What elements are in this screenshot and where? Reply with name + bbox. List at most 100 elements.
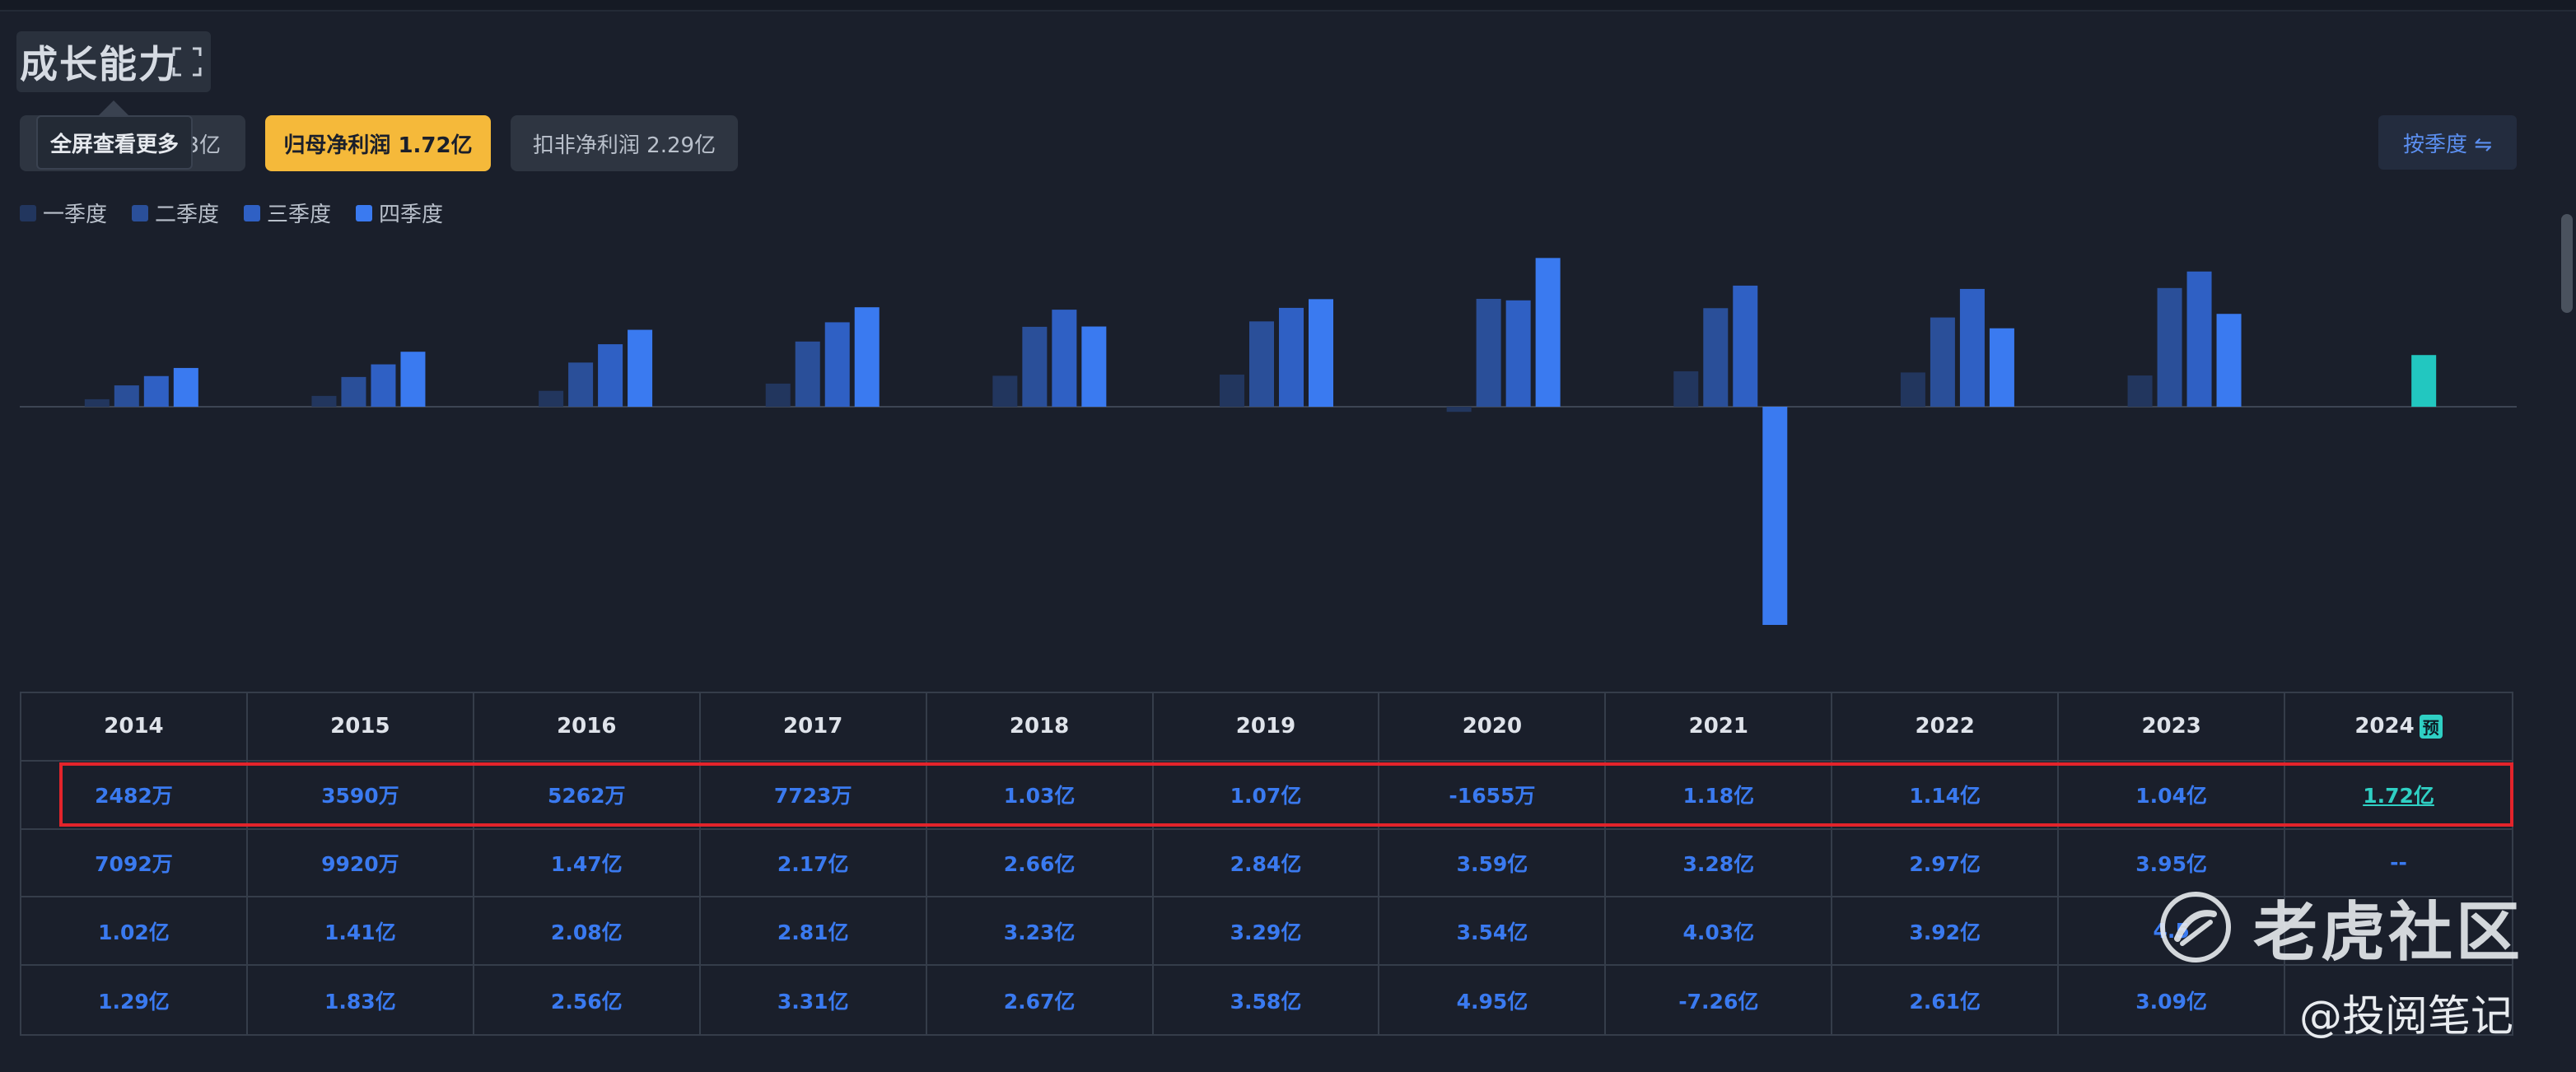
table-header-year: 2024 预	[2285, 693, 2512, 762]
table-cell: 2.56亿	[474, 966, 701, 1034]
legend-item-q3[interactable]: 三季度	[244, 198, 331, 228]
bar-2019-q2[interactable]	[1249, 321, 1274, 407]
bar-2022-q4[interactable]	[1989, 328, 2014, 407]
table-cell: 3.28亿	[1606, 829, 1833, 898]
bar-2021-q4[interactable]	[1762, 407, 1788, 625]
bar-2018-q2[interactable]	[1022, 326, 1048, 407]
table-header-year: 2021	[1606, 693, 1833, 762]
table-cell: 2.97亿	[1832, 829, 2060, 898]
header-year-label: 2022	[1915, 714, 1975, 739]
bar-2014-q2[interactable]	[114, 385, 139, 407]
bar-2015-q3[interactable]	[371, 364, 396, 407]
bar-2022-q1[interactable]	[1900, 372, 1925, 407]
watermark: 老虎社区	[2158, 881, 2523, 973]
table-cell: 9920万	[247, 829, 474, 898]
bar-2014-q3[interactable]	[143, 375, 169, 407]
table-cell: 2.67亿	[927, 966, 1154, 1034]
bar-2021-q3[interactable]	[1733, 285, 1758, 407]
table-header-year: 2015	[247, 693, 474, 762]
forecast-badge: 预	[2419, 714, 2443, 739]
bar-2021-q2[interactable]	[1703, 308, 1729, 407]
legend-label-q3: 三季度	[267, 203, 332, 227]
chart-legend: 一季度 二季度 三季度 四季度	[20, 198, 443, 228]
bar-2016-q3[interactable]	[598, 344, 623, 407]
watermark-brand: 老虎社区	[2253, 896, 2524, 970]
bar-2023-q3[interactable]	[2186, 271, 2212, 407]
bar-2017-q1[interactable]	[765, 383, 791, 407]
table-cell[interactable]: 1.72亿	[2285, 762, 2512, 830]
header-year-label: 2020	[1462, 714, 1523, 739]
bar-2014-q1[interactable]	[84, 399, 110, 407]
scrollbar-thumb[interactable]	[2561, 214, 2573, 313]
bar-2019-q1[interactable]	[1220, 374, 1244, 407]
table-cell: 1.04亿	[2059, 761, 2286, 830]
by-quarter-button[interactable]: 按季度 ⇋	[2378, 115, 2517, 170]
bar-2017-q4[interactable]	[854, 307, 880, 407]
legend-swatch-q1	[20, 204, 36, 221]
bar-2020-q2[interactable]	[1476, 298, 1501, 407]
bar-2018-q1[interactable]	[992, 375, 1018, 407]
table-cell: 3.58亿	[1154, 966, 1380, 1034]
header-year-label: 2018	[1009, 714, 1070, 739]
fullscreen-icon[interactable]	[171, 46, 203, 77]
header-year-label: 2017	[782, 714, 843, 739]
table-cell: 7723万	[700, 761, 927, 830]
legend-item-q2[interactable]: 二季度	[132, 198, 219, 228]
legend-item-q1[interactable]: 一季度	[20, 198, 107, 228]
table-cell: 3.29亿	[1153, 897, 1380, 967]
tab-net-profit[interactable]: 归母净利润 1.72亿	[265, 115, 491, 171]
legend-item-q4[interactable]: 四季度	[356, 198, 443, 228]
top-border	[0, 0, 2576, 12]
table-cell: 3590万	[247, 761, 474, 830]
bar-2015-q4[interactable]	[400, 352, 426, 407]
table-cell: 7092万	[21, 829, 248, 898]
header-year-label: 2015	[330, 714, 390, 739]
table-cell: 2.17亿	[700, 829, 927, 898]
section-title-box: 成长能力	[16, 31, 211, 92]
bar-2015-q2[interactable]	[341, 376, 366, 407]
legend-label-q4: 四季度	[379, 203, 444, 227]
bar-2018-q4[interactable]	[1081, 326, 1107, 407]
bar-2018-q3[interactable]	[1052, 310, 1077, 407]
tiger-logo-icon	[2160, 892, 2231, 962]
table-header-year: 2023	[2059, 693, 2286, 762]
bar-2020-q4[interactable]	[1535, 258, 1561, 407]
table-header-year: 2020	[1379, 693, 1607, 762]
table-cell: 1.18亿	[1606, 761, 1833, 830]
bar-2024-q1[interactable]	[2411, 355, 2437, 407]
bar-2023-q2[interactable]	[2157, 287, 2182, 407]
bar-2016-q4[interactable]	[628, 329, 653, 407]
bar-2023-q1[interactable]	[2127, 375, 2153, 407]
bar-2020-q3[interactable]	[1505, 300, 1531, 407]
bar-2023-q4[interactable]	[2216, 314, 2242, 407]
bar-2016-q2[interactable]	[568, 362, 594, 407]
table-cell: 2.84亿	[1153, 829, 1380, 898]
table-cell: 1.07亿	[1153, 761, 1380, 830]
table-header-year: 2017	[700, 693, 927, 762]
bar-2021-q1[interactable]	[1673, 371, 1699, 407]
table-cell: 1.02亿	[21, 897, 248, 967]
tab-net-profit-label: 归母净利润 1.72亿	[283, 133, 473, 158]
legend-swatch-q4	[356, 204, 373, 221]
bar-2017-q2[interactable]	[795, 341, 820, 407]
bar-2019-q4[interactable]	[1309, 299, 1333, 407]
bar-2020-q1[interactable]	[1446, 407, 1472, 412]
bar-2022-q2[interactable]	[1930, 317, 1955, 407]
header-year-label: 2024	[2354, 714, 2415, 739]
table-cell: 3.54亿	[1379, 897, 1607, 967]
bar-2019-q3[interactable]	[1279, 307, 1304, 407]
table-cell: 3.95亿	[2059, 829, 2286, 898]
table-cell: -1655万	[1379, 761, 1607, 830]
table-header-year: 2022	[1832, 693, 2060, 762]
table-cell	[2285, 897, 2512, 967]
bar-2022-q3[interactable]	[1959, 288, 1985, 407]
table-cell: -7.26亿	[1606, 966, 1833, 1034]
table-cell: 3.59亿	[1379, 829, 1607, 898]
bar-2017-q3[interactable]	[824, 322, 850, 407]
table-header-year: 2018	[926, 693, 1154, 762]
bar-2015-q1[interactable]	[311, 395, 337, 407]
tab-deducted-profit[interactable]: 扣非净利润 2.29亿	[511, 115, 738, 171]
table-cell: 2482万	[21, 761, 248, 830]
bar-2016-q1[interactable]	[539, 390, 564, 407]
bar-2014-q4[interactable]	[173, 367, 198, 407]
